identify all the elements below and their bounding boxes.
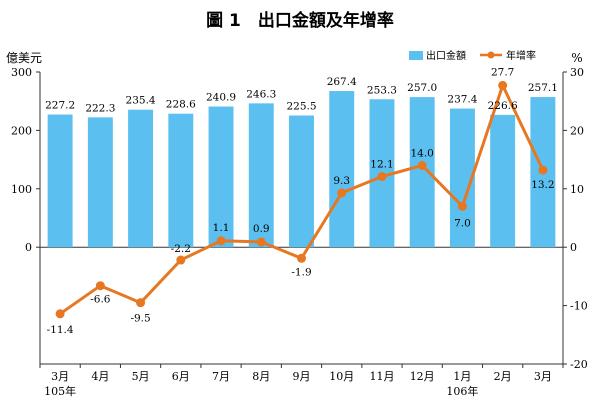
bar <box>329 91 355 248</box>
x-axis-category-label: 12月 <box>410 370 435 383</box>
growth-point <box>176 255 186 265</box>
line-value-label: -1.9 <box>291 266 311 278</box>
line-series <box>55 80 548 319</box>
x-axis-category-label: 9月 <box>293 370 311 383</box>
bar <box>168 113 194 248</box>
x-axis-category-label: 3月 <box>534 370 552 383</box>
bar-value-label: 226.6 <box>488 100 518 112</box>
bar <box>87 117 113 248</box>
left-axis-unit: 億美元 <box>6 51 42 65</box>
left-axis-tick-label: 200 <box>11 124 32 137</box>
growth-point <box>256 237 266 247</box>
right-axis-tick-label: 20 <box>570 124 584 137</box>
bar <box>490 114 516 248</box>
right-axis-tick-label: 0 <box>570 241 577 254</box>
x-axis-category-label: 3月 <box>51 370 69 383</box>
x-axis-category-label: 1月 <box>453 370 471 383</box>
x-axis-year-label: 105年 <box>44 384 76 398</box>
legend-label-bar: 出口金額 <box>426 49 466 62</box>
bar-value-label: 257.0 <box>407 82 437 94</box>
growth-point <box>337 188 347 198</box>
bar-value-label: 257.1 <box>528 82 558 94</box>
growth-point <box>55 309 65 319</box>
legend-swatch-bar <box>409 51 423 60</box>
x-axis-category-label: 2月 <box>494 370 512 383</box>
bar-value-label: 235.4 <box>126 95 156 107</box>
left-axis-tick-label: 300 <box>11 66 32 79</box>
line-value-label: 27.7 <box>491 66 514 78</box>
data-labels: 227.2 222.3 235.4 228.6 240.9 246.3 225.5 267.4… <box>45 66 558 335</box>
line-value-label: -11.4 <box>47 324 74 336</box>
x-axis-category-label: 8月 <box>252 370 270 383</box>
bar-value-label: 228.6 <box>166 99 196 111</box>
line-value-label: -9.5 <box>130 313 150 325</box>
bar-value-label: 237.4 <box>447 94 477 106</box>
line-value-label: 14.0 <box>410 147 433 159</box>
left-axis-tick-label: 100 <box>11 183 32 196</box>
legend-label-line: 年增率 <box>506 49 536 62</box>
bar-value-label: 222.3 <box>85 102 115 114</box>
x-axis-category-label: 5月 <box>132 370 150 383</box>
line-value-label: -2.2 <box>171 243 191 255</box>
left-axis-tick-label: 0 <box>25 241 32 254</box>
bar-value-label: 267.4 <box>327 76 357 88</box>
growth-point <box>297 253 306 263</box>
line-value-label: 13.2 <box>531 179 554 191</box>
legend-marker-line <box>487 51 495 59</box>
right-axis-tick-label: 10 <box>570 183 584 196</box>
right-axis-tick-label: -20 <box>570 358 588 371</box>
growth-point <box>457 201 467 211</box>
line-value-label: 1.1 <box>213 222 230 234</box>
right-axis-tick-label: -10 <box>570 300 588 313</box>
line-value-label: 12.1 <box>370 159 393 171</box>
x-axis-category-label: 10月 <box>329 370 354 383</box>
x-axis-category-label: 7月 <box>212 370 230 383</box>
growth-point <box>95 281 105 291</box>
bar <box>289 115 314 248</box>
right-axis-tick-label: 30 <box>570 66 584 79</box>
right-axis-unit: % <box>571 51 582 65</box>
x-axis-year-label: 106年 <box>446 384 478 398</box>
line-value-label: -6.6 <box>90 294 111 306</box>
x-axis-category-label: 11月 <box>369 370 394 383</box>
growth-point <box>417 160 427 170</box>
bar-value-label: 246.3 <box>246 88 276 100</box>
bar-value-label: 253.3 <box>367 84 397 96</box>
growth-point <box>377 172 387 182</box>
bar-value-label: 227.2 <box>45 100 75 112</box>
x-axis-category-label: 6月 <box>172 370 190 383</box>
growth-point <box>498 80 508 90</box>
bar <box>208 106 234 248</box>
line-value-label: 7.0 <box>454 217 471 229</box>
growth-point <box>538 165 548 175</box>
growth-point <box>216 236 226 246</box>
chart-title: 圖 1 出口金額及年增率 <box>206 10 394 31</box>
bar <box>47 114 73 248</box>
bar <box>128 109 154 248</box>
x-axis-category-label: 4月 <box>91 370 109 383</box>
line-value-label: 0.9 <box>253 223 270 235</box>
bar-series <box>47 91 556 248</box>
bar-value-label: 240.9 <box>206 92 236 104</box>
line-value-label: 9.3 <box>333 175 350 187</box>
legend: 出口金額 年增率 <box>409 49 536 62</box>
bar <box>248 103 274 248</box>
growth-point <box>136 298 146 308</box>
bar-value-label: 225.5 <box>286 101 316 113</box>
